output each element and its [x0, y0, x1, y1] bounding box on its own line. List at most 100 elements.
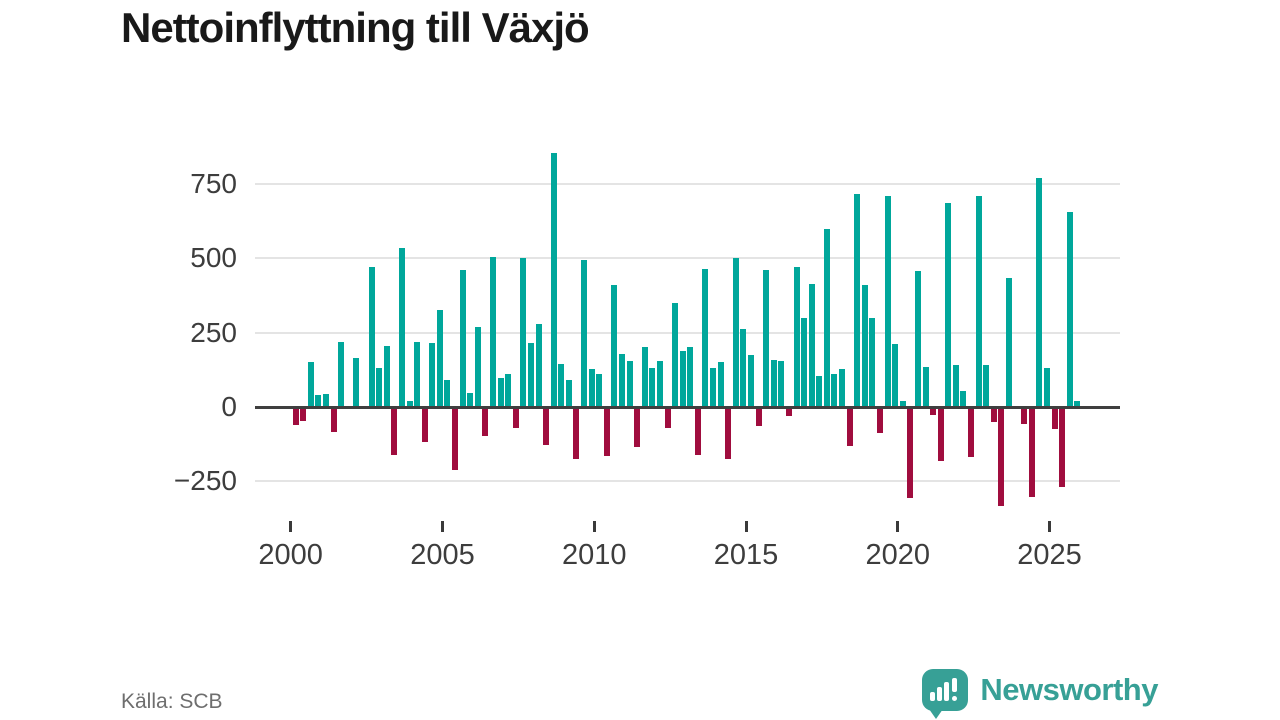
bar [914, 270, 921, 407]
bar [459, 270, 466, 407]
bar [968, 408, 975, 458]
bar [1006, 278, 1013, 407]
y-axis-tick-label: 500 [190, 242, 237, 274]
bar [406, 401, 413, 407]
bar [656, 360, 663, 407]
bar [376, 368, 383, 407]
bar [1074, 401, 1081, 407]
y-gridline [255, 183, 1120, 186]
bar [983, 364, 990, 407]
bar [740, 329, 747, 407]
bar [861, 285, 868, 407]
bar [717, 362, 724, 407]
x-axis-tick-mark [289, 521, 293, 532]
bar [793, 267, 800, 407]
bar [505, 374, 512, 407]
y-axis-tick-label: −250 [173, 465, 237, 497]
bar [884, 196, 891, 407]
bar [641, 346, 648, 407]
bar [770, 359, 777, 407]
bar [755, 408, 762, 427]
bar [414, 342, 421, 407]
bar [292, 408, 299, 425]
bar [816, 375, 823, 407]
y-gridline [255, 480, 1120, 483]
bar [694, 408, 701, 455]
x-axis-tick-mark [440, 521, 444, 532]
bar [1036, 178, 1043, 407]
bar [573, 408, 580, 460]
bar [649, 368, 656, 407]
bar [588, 368, 595, 407]
bar [1051, 408, 1058, 430]
bar [823, 229, 830, 407]
bar [763, 269, 770, 407]
bar [512, 408, 519, 428]
bar [543, 408, 550, 445]
bar [497, 377, 504, 407]
newsworthy-brand: Newsworthy [922, 664, 1158, 719]
bar [998, 408, 1005, 507]
bar [892, 343, 899, 407]
bar [596, 373, 603, 407]
bar [922, 366, 929, 407]
bar [550, 153, 557, 407]
bar [353, 357, 360, 407]
bar [307, 362, 314, 407]
bar [330, 408, 337, 433]
bar [679, 350, 686, 407]
bar [854, 193, 861, 407]
x-axis-tick-label: 2020 [865, 539, 931, 571]
bar [952, 365, 959, 407]
bar [338, 342, 345, 407]
bar [672, 302, 679, 407]
x-axis-tick-label: 2010 [561, 539, 627, 571]
bar [1066, 211, 1073, 407]
bar [1028, 408, 1035, 498]
bar [990, 408, 997, 423]
bar [467, 393, 474, 407]
y-gridline [255, 331, 1120, 334]
chart-title: Nettoinflyttning till Växjö [121, 4, 590, 51]
x-axis-tick-mark [744, 521, 748, 532]
brand-name: Newsworthy [980, 672, 1158, 707]
bar [581, 260, 588, 407]
bar [664, 408, 671, 428]
bar [937, 408, 944, 462]
x-axis-tick-label: 2015 [713, 539, 779, 571]
bar [474, 327, 481, 407]
x-axis-zero-line [255, 406, 1120, 409]
bar [535, 323, 542, 407]
bar [831, 374, 838, 407]
bar [710, 367, 717, 407]
x-axis-tick-label: 2025 [1017, 539, 1082, 571]
bar [869, 317, 876, 407]
bar [975, 196, 982, 407]
bar [603, 408, 610, 457]
bar [490, 256, 496, 407]
bar [960, 390, 967, 407]
bar [634, 408, 641, 448]
bar [899, 401, 906, 407]
bar [732, 257, 739, 407]
bar [808, 284, 815, 407]
bar [429, 343, 436, 407]
y-axis-tick-label: 0 [221, 391, 237, 422]
newsworthy-logo-icon [922, 669, 969, 719]
bar [368, 266, 375, 407]
bar [436, 310, 443, 407]
bar [785, 408, 792, 416]
y-gridline [255, 257, 1120, 260]
bar [1021, 408, 1028, 425]
bar [801, 317, 808, 407]
bar [945, 202, 952, 407]
bar [877, 408, 883, 433]
bar [444, 379, 451, 407]
bar [565, 379, 572, 407]
bar [527, 343, 534, 407]
bar [558, 363, 565, 407]
bar [383, 346, 390, 407]
bar [315, 395, 322, 407]
bar [702, 269, 709, 407]
